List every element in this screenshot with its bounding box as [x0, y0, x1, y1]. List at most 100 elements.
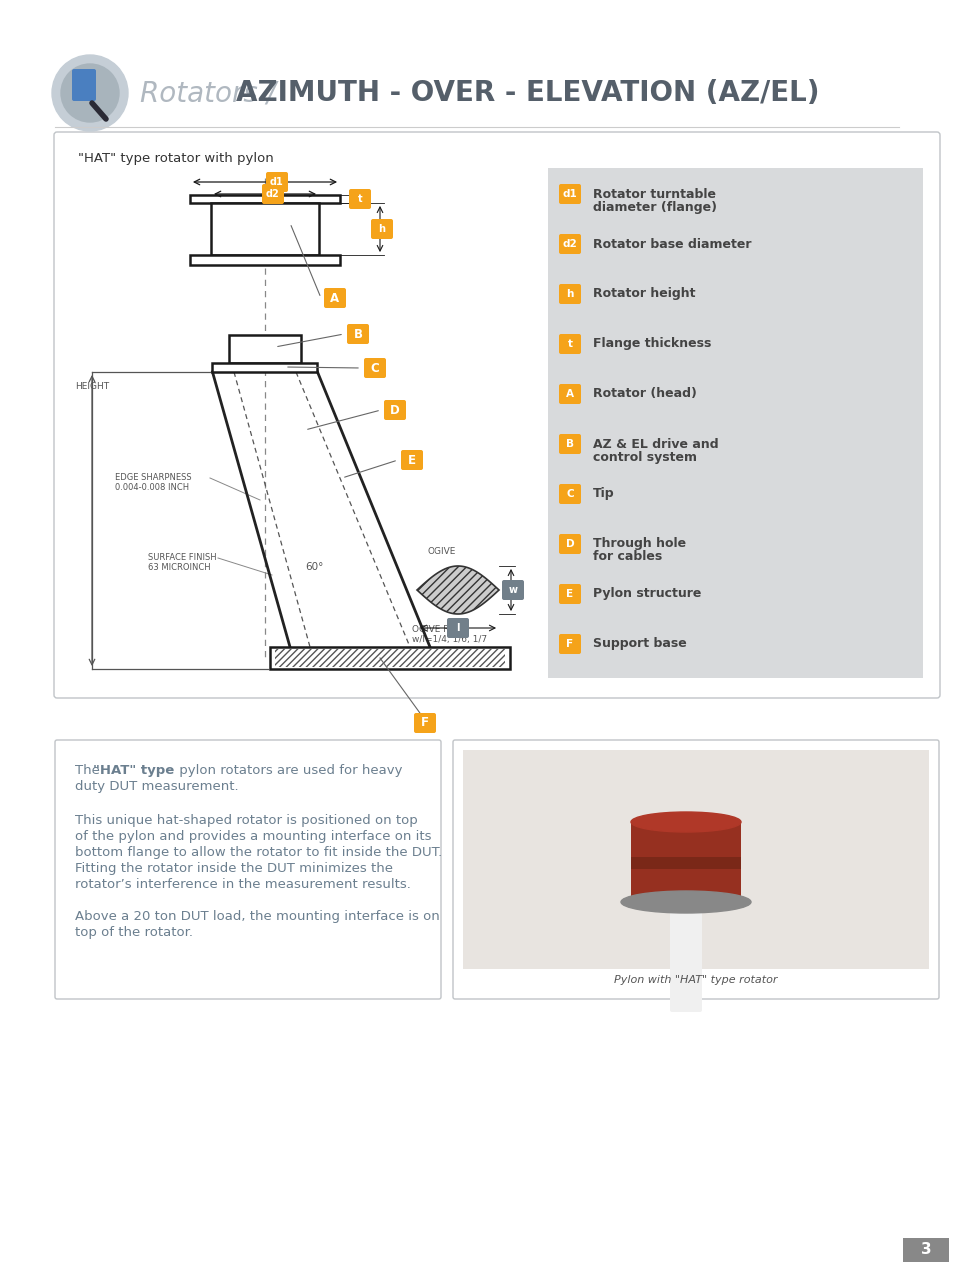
Text: 3: 3 [920, 1243, 930, 1258]
Text: Rotator (head): Rotator (head) [593, 388, 696, 401]
Text: t: t [567, 339, 572, 349]
FancyBboxPatch shape [558, 384, 580, 404]
Text: Rotators /: Rotators / [140, 79, 285, 107]
Text: t: t [357, 194, 362, 204]
Text: D: D [565, 539, 574, 549]
FancyBboxPatch shape [558, 333, 580, 354]
FancyBboxPatch shape [453, 741, 938, 999]
FancyBboxPatch shape [400, 450, 422, 470]
FancyBboxPatch shape [266, 172, 288, 191]
Text: Rotator base diameter: Rotator base diameter [593, 237, 751, 251]
Text: Pylon structure: Pylon structure [593, 587, 700, 601]
Bar [190, 195, 339, 203]
Text: B: B [354, 327, 362, 341]
Text: Support base: Support base [593, 638, 686, 650]
Text: SURFACE FINISH
63 MICROINCH: SURFACE FINISH 63 MICROINCH [148, 553, 216, 572]
Text: E: E [408, 454, 416, 467]
FancyBboxPatch shape [364, 358, 386, 378]
Text: l: l [456, 623, 459, 633]
Bar [630, 822, 740, 902]
Bar [902, 1238, 948, 1262]
Text: Above a 20 ton DUT load, the mounting interface is on: Above a 20 ton DUT load, the mounting in… [75, 910, 439, 923]
Bar [229, 335, 301, 363]
Text: B: B [565, 439, 574, 449]
Text: The: The [75, 765, 104, 777]
Bar [270, 647, 510, 670]
FancyBboxPatch shape [347, 325, 369, 344]
Bar [630, 857, 740, 869]
FancyBboxPatch shape [558, 235, 580, 254]
FancyBboxPatch shape [414, 713, 436, 733]
Text: Pylon with "HAT" type rotator: Pylon with "HAT" type rotator [614, 975, 777, 985]
Text: A: A [565, 389, 574, 399]
Text: OGIVE RATIO
w/l=1/4, 1/6, 1/7: OGIVE RATIO w/l=1/4, 1/6, 1/7 [412, 625, 487, 644]
Text: d1: d1 [562, 189, 577, 199]
Text: bottom flange to allow the rotator to fit inside the DUT.: bottom flange to allow the rotator to fi… [75, 846, 442, 858]
Text: C: C [565, 489, 573, 500]
FancyBboxPatch shape [447, 618, 469, 638]
Text: C: C [370, 361, 379, 374]
Text: EDGE SHARPNESS
0.004-0.008 INCH: EDGE SHARPNESS 0.004-0.008 INCH [115, 473, 192, 492]
FancyBboxPatch shape [558, 534, 580, 554]
FancyBboxPatch shape [669, 908, 701, 1012]
FancyBboxPatch shape [558, 484, 580, 503]
Text: h: h [378, 224, 385, 235]
FancyBboxPatch shape [349, 189, 371, 209]
FancyBboxPatch shape [371, 219, 393, 238]
Text: pylon rotators are used for heavy: pylon rotators are used for heavy [174, 765, 402, 777]
Text: of the pylon and provides a mounting interface on its: of the pylon and provides a mounting int… [75, 831, 431, 843]
Bar [211, 203, 318, 255]
Text: d1: d1 [270, 178, 284, 186]
Text: diameter (flange): diameter (flange) [593, 200, 717, 213]
Text: Through hole: Through hole [593, 538, 685, 550]
Polygon shape [416, 566, 498, 614]
FancyBboxPatch shape [558, 434, 580, 454]
Text: control system: control system [593, 450, 697, 464]
Text: A: A [330, 292, 339, 304]
Ellipse shape [630, 812, 740, 832]
Text: top of the rotator.: top of the rotator. [75, 926, 193, 940]
FancyBboxPatch shape [54, 132, 939, 697]
Ellipse shape [620, 891, 750, 913]
Ellipse shape [61, 63, 119, 122]
FancyBboxPatch shape [558, 284, 580, 304]
Bar [462, 749, 928, 969]
Text: E: E [566, 590, 573, 598]
Text: for cables: for cables [593, 550, 661, 563]
Bar [547, 167, 923, 678]
Text: AZIMUTH - OVER - ELEVATION (AZ/EL): AZIMUTH - OVER - ELEVATION (AZ/EL) [235, 79, 819, 107]
FancyBboxPatch shape [55, 741, 440, 999]
Text: Rotator height: Rotator height [593, 288, 695, 301]
Text: F: F [566, 639, 573, 649]
Text: Fitting the rotator inside the DUT minimizes the: Fitting the rotator inside the DUT minim… [75, 862, 393, 875]
Text: h: h [566, 289, 573, 299]
Text: duty DUT measurement.: duty DUT measurement. [75, 780, 238, 792]
FancyBboxPatch shape [558, 184, 580, 204]
FancyBboxPatch shape [324, 288, 346, 308]
FancyBboxPatch shape [262, 184, 284, 204]
Text: "HAT" type: "HAT" type [92, 765, 174, 777]
Text: d2: d2 [562, 238, 577, 249]
FancyBboxPatch shape [558, 634, 580, 654]
Text: F: F [420, 716, 429, 729]
FancyBboxPatch shape [384, 399, 406, 420]
Bar [274, 649, 504, 667]
Bar [213, 363, 317, 372]
Ellipse shape [52, 55, 128, 131]
Bar [190, 255, 339, 265]
Text: OGIVE: OGIVE [428, 547, 456, 555]
Text: Tip: Tip [593, 487, 614, 501]
Text: "HAT" type rotator with pylon: "HAT" type rotator with pylon [78, 152, 274, 165]
Text: w: w [508, 585, 517, 595]
Text: D: D [390, 403, 399, 416]
Text: d2: d2 [266, 189, 279, 199]
Text: Flange thickness: Flange thickness [593, 337, 711, 350]
Text: AZ & EL drive and: AZ & EL drive and [593, 437, 718, 450]
Text: HEIGHT: HEIGHT [75, 382, 109, 391]
Text: This unique hat-shaped rotator is positioned on top: This unique hat-shaped rotator is positi… [75, 814, 417, 827]
Text: 60°: 60° [305, 562, 323, 572]
FancyBboxPatch shape [501, 579, 523, 600]
Text: rotator’s interference in the measurement results.: rotator’s interference in the measuremen… [75, 877, 411, 891]
Text: Rotator turntable: Rotator turntable [593, 188, 716, 200]
FancyBboxPatch shape [71, 68, 96, 101]
